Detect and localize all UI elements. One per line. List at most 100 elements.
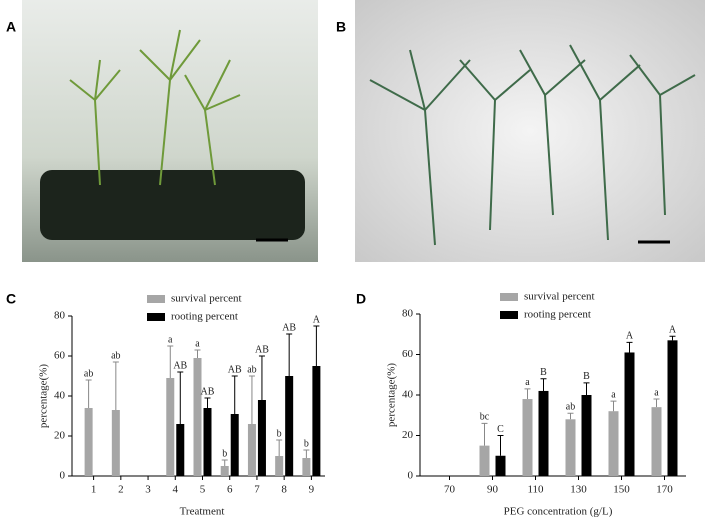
error-bar	[567, 412, 574, 420]
bar	[302, 458, 311, 476]
x-tick-label: 1	[91, 484, 97, 496]
error-bar	[286, 333, 293, 376]
y-tick-label: 60	[402, 348, 414, 360]
x-tick-label: 70	[444, 484, 456, 496]
x-tick-label: 4	[173, 484, 179, 496]
y-axis-label: percentage(%)	[38, 364, 50, 428]
bar	[203, 408, 212, 476]
bar	[667, 340, 678, 476]
legend-label: rooting percent	[171, 311, 238, 323]
y-tick-label: 0	[60, 470, 66, 482]
bar	[247, 424, 256, 476]
panel-label: C	[6, 291, 16, 307]
error-bar	[481, 422, 488, 446]
bar	[220, 466, 229, 476]
photo-b	[355, 0, 705, 262]
x-axis-label: Treatment	[180, 506, 225, 518]
bar	[624, 352, 635, 476]
x-tick-label: 9	[309, 484, 315, 496]
bar	[193, 358, 202, 476]
legend-swatch	[147, 313, 165, 321]
y-tick-label: 80	[54, 310, 66, 322]
bar	[495, 455, 506, 476]
significance-letter: A	[313, 314, 321, 325]
legend-label: survival percent	[171, 293, 242, 305]
significance-letter: b	[304, 438, 309, 449]
error-bar	[669, 335, 676, 341]
x-tick-label: 6	[227, 484, 233, 496]
significance-letter: A	[669, 325, 677, 336]
bar	[522, 399, 533, 476]
y-tick-label: 60	[54, 350, 66, 362]
error-bar	[167, 345, 174, 378]
x-tick-label: 3	[145, 484, 151, 496]
bar	[176, 424, 185, 476]
y-tick-label: 40	[402, 389, 414, 401]
error-bar	[497, 435, 504, 456]
significance-letter: AB	[228, 364, 242, 375]
bar	[565, 419, 576, 476]
significance-letter: ab	[111, 350, 120, 361]
significance-letter: ab	[84, 368, 93, 379]
significance-letter: A	[626, 331, 634, 342]
bar	[651, 407, 662, 476]
error-bar	[112, 361, 119, 410]
y-tick-label: 20	[402, 429, 414, 441]
y-tick-label: 0	[408, 470, 414, 482]
error-bar	[653, 398, 660, 408]
error-bar	[303, 449, 310, 458]
error-bar	[610, 400, 617, 412]
significance-letter: B	[540, 367, 547, 378]
photo-a	[22, 0, 318, 262]
legend-swatch	[147, 295, 165, 303]
error-bar	[231, 375, 238, 414]
bar	[581, 395, 592, 476]
significance-letter: a	[654, 387, 659, 398]
significance-letter: b	[277, 428, 282, 439]
significance-letter: B	[583, 371, 590, 382]
bar	[84, 408, 93, 476]
significance-letter: bc	[480, 412, 490, 423]
error-bar	[524, 388, 531, 400]
error-bar	[221, 459, 228, 466]
error-bar	[85, 379, 92, 408]
significance-letter: AB	[201, 386, 215, 397]
bar	[230, 414, 239, 476]
bar	[285, 376, 294, 476]
bar	[479, 445, 490, 476]
x-tick-label: 130	[570, 484, 587, 496]
significance-letter: ab	[566, 402, 575, 413]
error-bar	[313, 325, 320, 366]
error-bar	[540, 378, 547, 391]
x-tick-label: 8	[281, 484, 287, 496]
panel-label: B	[336, 19, 346, 35]
significance-letter: a	[195, 338, 200, 349]
bar	[275, 456, 284, 476]
y-tick-label: 40	[54, 390, 66, 402]
significance-letter: a	[525, 377, 530, 388]
error-bar	[626, 341, 633, 353]
significance-letter: b	[222, 448, 227, 459]
significance-letter: a	[611, 389, 616, 400]
error-bar	[194, 349, 201, 358]
panel-label: D	[356, 291, 366, 307]
error-bar	[248, 375, 255, 424]
error-bar	[258, 355, 265, 400]
panel-label: A	[6, 19, 16, 35]
error-bar	[177, 371, 184, 424]
x-tick-label: 110	[527, 484, 544, 496]
x-tick-label: 170	[656, 484, 673, 496]
x-tick-label: 150	[613, 484, 630, 496]
significance-letter: a	[168, 334, 173, 345]
x-tick-label: 7	[254, 484, 260, 496]
error-bar	[276, 439, 283, 456]
bar	[257, 400, 266, 476]
error-bar	[204, 397, 211, 408]
bar	[312, 366, 321, 476]
legend-swatch	[500, 293, 518, 301]
legend-label: survival percent	[524, 291, 595, 303]
bar	[608, 411, 619, 476]
error-bar	[583, 382, 590, 395]
x-tick-label: 5	[200, 484, 206, 496]
